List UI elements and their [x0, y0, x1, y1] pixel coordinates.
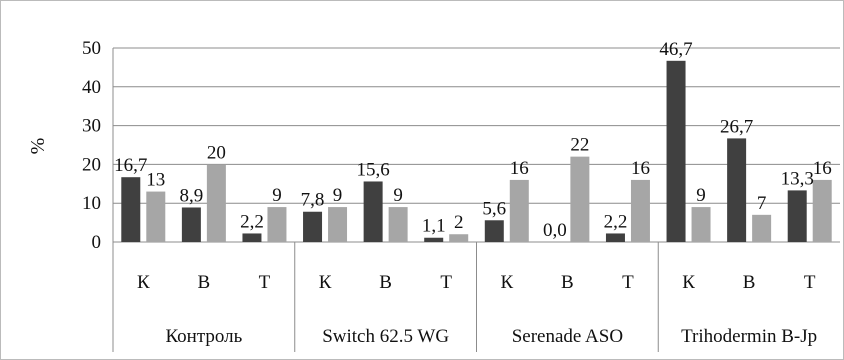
bar: [242, 233, 262, 242]
bar: [206, 164, 226, 242]
bar: [666, 60, 686, 242]
y-tick-label: 0: [92, 232, 102, 253]
bar: [449, 234, 469, 242]
data-label: 46,7: [659, 39, 692, 60]
data-label: 16: [510, 158, 529, 179]
y-tick-label: 10: [82, 193, 101, 214]
data-label: 1,1: [422, 216, 446, 237]
x-category-label: К: [500, 272, 513, 293]
x-category-label: К: [319, 272, 332, 293]
y-tick-label: 20: [82, 154, 101, 175]
data-label: 13: [146, 170, 165, 191]
data-label: 26,7: [720, 116, 753, 137]
bar: [181, 207, 201, 242]
x-category-label: Т: [622, 272, 634, 293]
x-group-label: Switch 62.5 WG: [322, 326, 449, 347]
bar: [388, 207, 408, 242]
axes: [112, 48, 840, 352]
bar: [267, 207, 287, 242]
x-category-label: Т: [804, 272, 816, 293]
bar: [812, 179, 832, 242]
data-label: 7,8: [301, 190, 325, 211]
bar: [509, 179, 529, 242]
bar: [121, 177, 141, 242]
bar: [570, 156, 590, 242]
data-label: 2: [454, 212, 464, 233]
data-label: 0,0: [543, 220, 567, 241]
bar: [328, 207, 348, 242]
bars: [121, 60, 832, 242]
x-category-label: В: [743, 272, 756, 293]
bar: [363, 181, 383, 242]
x-category-label: В: [561, 272, 574, 293]
data-label: 8,9: [180, 185, 204, 206]
x-category-label: К: [137, 272, 150, 293]
data-label: 9: [696, 185, 706, 206]
x-category-label: В: [379, 272, 392, 293]
bar: [691, 207, 711, 242]
data-label: 2,2: [604, 211, 628, 232]
data-label: 13,3: [781, 168, 814, 189]
data-label: 15,6: [357, 159, 390, 180]
y-tick-label: 40: [82, 77, 101, 98]
x-category-label: Т: [440, 272, 452, 293]
x-category-label: В: [198, 272, 211, 293]
data-label: 16: [631, 158, 650, 179]
y-axis-label: %: [27, 138, 49, 155]
data-label: 20: [207, 142, 226, 163]
x-group-label: Serenade ASO: [512, 326, 623, 347]
bar: [727, 138, 747, 242]
bar: [146, 191, 166, 242]
x-axis-labels: К В Т Контроль К В Т Switch 62.5 WG К В Т Serenade …: [137, 272, 817, 347]
x-group-label: Trihodermin B-Jp: [681, 326, 817, 347]
y-tick-label: 50: [82, 38, 101, 59]
bar: [424, 237, 444, 242]
data-label: 7: [757, 193, 767, 214]
data-label: 16: [813, 158, 832, 179]
y-tick-labels: 0 10 20 30 40 50: [82, 38, 101, 253]
data-label: 22: [570, 135, 589, 156]
data-label: 16,7: [114, 155, 147, 176]
x-group-label: Контроль: [165, 326, 242, 347]
data-label: 9: [272, 185, 282, 206]
x-category-label: К: [682, 272, 695, 293]
data-label: 2,2: [240, 211, 264, 232]
data-labels: 16,7 8,9 2,2 7,8 15,6 1,1 5,6 0,0 2,2 46,7 26,7 13,…: [114, 39, 832, 241]
bar: [484, 220, 504, 242]
bar: [630, 179, 650, 242]
data-label: 9: [333, 185, 343, 206]
data-label: 5,6: [482, 198, 506, 219]
x-category-label: Т: [259, 272, 271, 293]
y-tick-label: 30: [82, 116, 101, 137]
bar: [605, 233, 625, 242]
data-label: 9: [393, 185, 403, 206]
bar: [787, 190, 807, 242]
bar: [752, 214, 772, 242]
bar: [303, 211, 323, 242]
